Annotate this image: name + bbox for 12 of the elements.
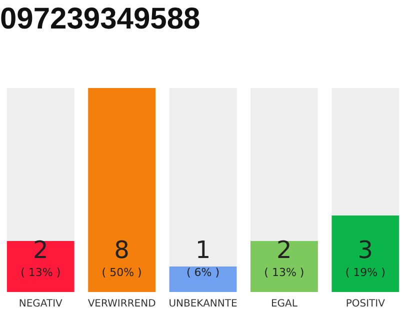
data-label: 1 ( 6% ) xyxy=(186,236,220,279)
x-tick-label: VERWIRREND xyxy=(88,298,156,310)
data-label: 8 ( 50% ) xyxy=(102,236,142,279)
chart-title: 097239349588 xyxy=(0,2,200,36)
x-tick-label: NEGATIV xyxy=(18,298,63,310)
bar xyxy=(169,266,237,292)
x-tick-label: POSITIV xyxy=(346,298,386,310)
data-label: 3 ( 19% ) xyxy=(345,236,386,279)
data-label: 2 ( 13% ) xyxy=(20,236,61,279)
x-tick-label: EGAL xyxy=(270,298,298,310)
data-label: 2 ( 13% ) xyxy=(264,236,304,279)
x-tick-label: UNBEKANNTE xyxy=(168,298,238,310)
